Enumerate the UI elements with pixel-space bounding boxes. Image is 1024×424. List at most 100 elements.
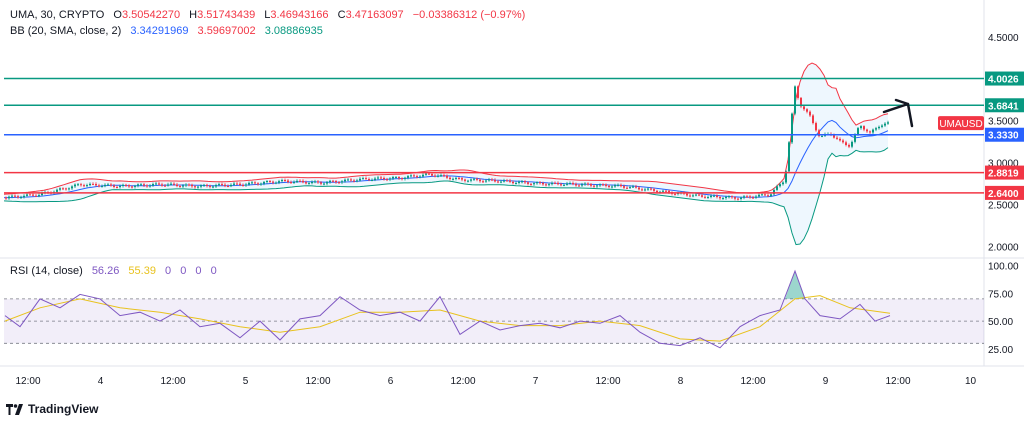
- candle-body: [68, 188, 70, 190]
- candle-body: [866, 129, 868, 132]
- candle-body: [836, 137, 838, 139]
- candle-body: [755, 196, 757, 198]
- candle-body: [170, 183, 172, 185]
- change-value: −0.03386312 (−0.97%): [412, 9, 526, 21]
- open-value: O3.50542270: [113, 9, 181, 21]
- rsi-tick-label: 50.00: [988, 317, 1013, 328]
- time-tick-label: 12:00: [305, 376, 330, 387]
- rsi-extra-1: 0: [180, 265, 187, 277]
- candle-body: [260, 183, 262, 185]
- candle-body: [386, 179, 388, 181]
- candle-body: [206, 184, 208, 186]
- candle-body: [707, 197, 709, 199]
- candle-body: [590, 184, 592, 186]
- candle-body: [176, 184, 178, 187]
- candle-body: [662, 190, 664, 192]
- candle-body: [395, 176, 397, 178]
- candle-body: [365, 178, 367, 180]
- candle-body: [719, 197, 721, 199]
- candle-body: [77, 184, 79, 186]
- candle-body: [542, 182, 544, 185]
- candle-body: [236, 183, 238, 185]
- candle-body: [725, 196, 727, 199]
- low-value: L3.46943166: [264, 9, 329, 21]
- candle-body: [617, 184, 619, 186]
- candle-body: [638, 187, 640, 190]
- candle-body: [635, 186, 637, 188]
- candle-body: [245, 184, 247, 186]
- candle-body: [59, 188, 61, 190]
- candle-body: [359, 178, 361, 181]
- time-tick-label: 12:00: [160, 376, 185, 387]
- candle-body: [179, 186, 181, 188]
- candle-body: [197, 186, 199, 188]
- candle-body: [284, 180, 286, 182]
- bb-fill: [4, 63, 888, 245]
- candle-body: [155, 183, 157, 185]
- candle-body: [428, 173, 430, 175]
- candle-body: [143, 184, 145, 186]
- candle-body: [500, 181, 502, 183]
- candle-body: [686, 193, 688, 196]
- candle-body: [869, 131, 871, 133]
- candle-body: [122, 184, 124, 186]
- candle-body: [584, 183, 586, 185]
- bb-lower-value: 3.08886935: [264, 25, 323, 37]
- candle-body: [563, 184, 565, 186]
- rsi-ma-value: 55.39: [128, 265, 156, 277]
- candle-body: [518, 181, 520, 183]
- candle-body: [734, 197, 736, 199]
- candle-body: [509, 180, 511, 182]
- level-price-tag: [985, 71, 1024, 86]
- candle-body: [551, 182, 553, 185]
- candle-body: [215, 185, 217, 187]
- candle-body: [161, 184, 163, 186]
- candle-body: [776, 186, 778, 190]
- rsi-line: [4, 269, 891, 349]
- candle-body: [425, 173, 427, 175]
- candle-body: [782, 182, 784, 185]
- candle-body: [302, 180, 304, 183]
- candle-body: [764, 194, 766, 196]
- candle-body: [569, 183, 571, 185]
- candle-body: [767, 195, 769, 197]
- tradingview-logo[interactable]: TradingView: [6, 402, 98, 416]
- candle-body: [80, 184, 82, 186]
- candle-body: [605, 184, 607, 186]
- candle-body: [770, 194, 772, 197]
- time-tick-label: 5: [243, 376, 249, 387]
- candle-body: [317, 181, 319, 183]
- candle-body: [164, 185, 166, 187]
- price-tick-label: 2.0000: [988, 243, 1019, 254]
- candle-body: [167, 184, 169, 186]
- high-value: H3.51743439: [189, 9, 256, 21]
- symbol-tag-label: UMAUSD: [939, 119, 982, 130]
- candle-body: [446, 175, 448, 178]
- candle-body: [377, 177, 379, 179]
- level-price-label: 4.0026: [988, 75, 1019, 86]
- candle-body: [602, 184, 604, 186]
- candle-body: [35, 195, 37, 197]
- candle-body: [137, 184, 139, 186]
- time-tick-label: 7: [533, 376, 539, 387]
- candle-body: [389, 178, 391, 180]
- candle-body: [29, 194, 31, 196]
- candle-body: [752, 197, 754, 199]
- candle-body: [578, 185, 580, 187]
- candle-body: [461, 178, 463, 180]
- time-tick-label: 10: [965, 376, 977, 387]
- candle-body: [410, 175, 412, 177]
- candle-body: [431, 173, 433, 176]
- candle-body: [380, 177, 382, 179]
- candle-body: [800, 97, 802, 107]
- candle-body: [251, 182, 253, 184]
- candle-body: [881, 125, 883, 127]
- candle-body: [17, 196, 19, 198]
- candle-body: [887, 122, 889, 124]
- candle-body: [455, 177, 457, 179]
- rsi-extra-3: 0: [210, 265, 217, 277]
- candle-body: [74, 184, 76, 187]
- candle-body: [5, 197, 7, 199]
- candle-body: [818, 130, 820, 137]
